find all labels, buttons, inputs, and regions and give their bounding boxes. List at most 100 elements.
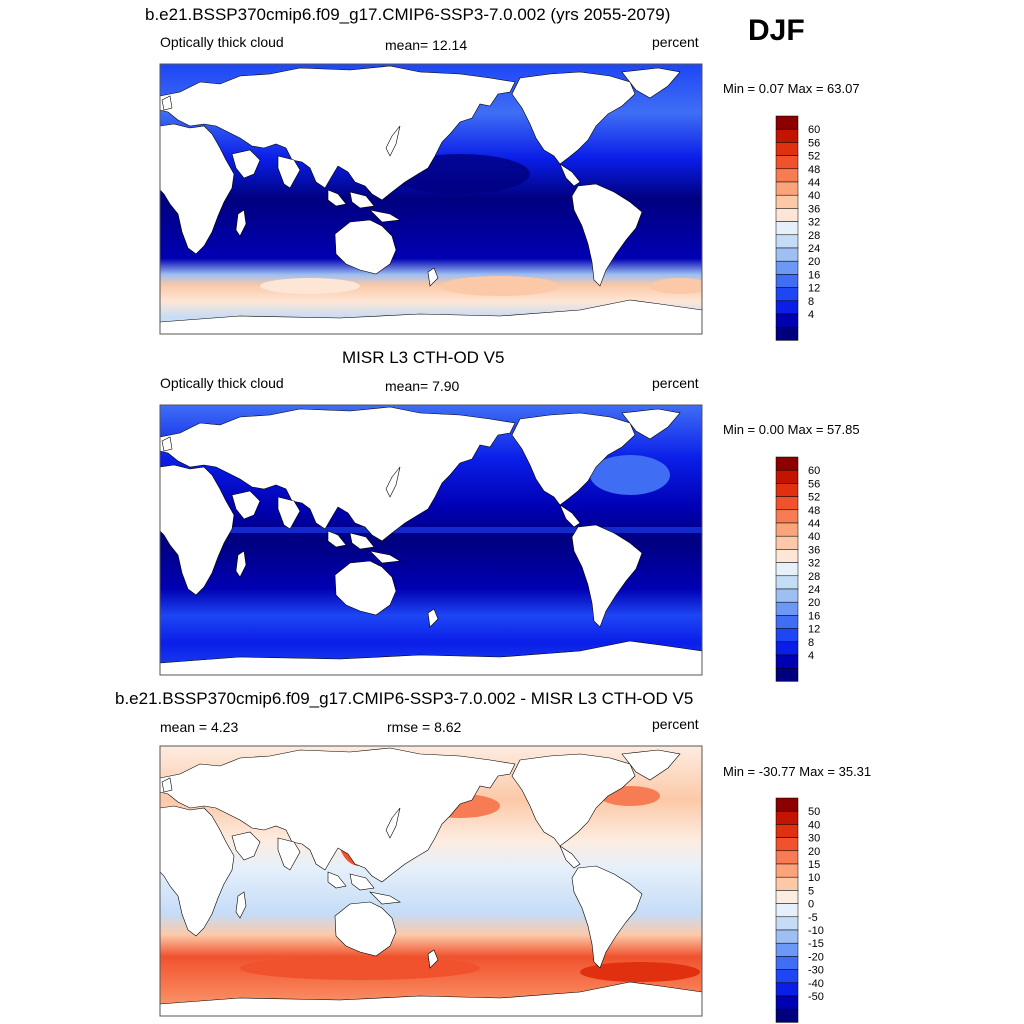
colorbar-swatch bbox=[775, 628, 799, 643]
panel-1-minmax: Min = 0.07 Max = 63.07 bbox=[723, 81, 860, 96]
colorbar-tick-label: 48 bbox=[808, 164, 820, 176]
colorbar-swatch bbox=[775, 588, 799, 603]
colorbar-tick-label: 20 bbox=[808, 597, 820, 609]
colorbar-tick-label: 40 bbox=[808, 819, 820, 831]
colorbar-swatch bbox=[775, 522, 799, 537]
panel-1-units-label: percent bbox=[652, 34, 699, 50]
colorbar-tick-label: 30 bbox=[808, 833, 820, 845]
colorbar-swatch bbox=[775, 469, 799, 484]
colorbar-tick-label: 24 bbox=[808, 243, 820, 255]
colorbar-swatch bbox=[775, 850, 799, 865]
season-label: DJF bbox=[748, 14, 805, 47]
colorbar-tick-label: 36 bbox=[808, 203, 820, 215]
panel-3-title: b.e21.BSSP370cmip6.f09_g17.CMIP6-SSP3-7.… bbox=[115, 689, 694, 708]
colorbar-tick-label: 44 bbox=[808, 518, 820, 530]
colorbar-swatch bbox=[775, 956, 799, 970]
panel-1-map bbox=[159, 63, 703, 335]
colorbar-swatch bbox=[775, 601, 799, 616]
colorbar-tick-label: 50 bbox=[808, 806, 820, 818]
colorbar-tick-label: -20 bbox=[808, 951, 824, 963]
colorbar-swatch bbox=[775, 982, 799, 997]
colorbar-swatch bbox=[775, 496, 799, 511]
colorbar-tick-label: 20 bbox=[808, 256, 820, 268]
colorbar-swatch bbox=[775, 181, 799, 196]
colorbar-tick-label: 52 bbox=[808, 492, 820, 504]
colorbar-swatch bbox=[775, 890, 799, 904]
colorbar-tick-label: 16 bbox=[808, 269, 820, 281]
colorbar-swatch bbox=[775, 287, 799, 302]
panel-2-units-label: percent bbox=[652, 375, 699, 391]
colorbar-tick-label: -30 bbox=[808, 965, 824, 977]
colorbar-tick-label: 56 bbox=[808, 478, 820, 490]
colorbar-tick-label: 40 bbox=[808, 190, 820, 202]
colorbar-swatch bbox=[775, 824, 799, 838]
colorbar-tick-label: 24 bbox=[808, 584, 820, 596]
colorbar-tick-label: 8 bbox=[808, 296, 814, 308]
colorbar-tick-label: -50 bbox=[808, 991, 824, 1003]
colorbar-swatch bbox=[775, 942, 799, 957]
colorbar-swatch bbox=[775, 995, 799, 1010]
panel-1-mean-label: mean= 12.14 bbox=[385, 37, 468, 53]
colorbar-swatch bbox=[775, 863, 799, 878]
colorbar-swatch bbox=[775, 615, 799, 629]
panel-1-variable-label: Optically thick cloud bbox=[160, 34, 284, 50]
colorbar-tick-label: 16 bbox=[808, 610, 820, 622]
colorbar-tick-label: -40 bbox=[808, 978, 824, 990]
panel-3-mean-label: mean = 4.23 bbox=[160, 719, 239, 735]
panel-2-mean-label: mean= 7.90 bbox=[385, 378, 460, 394]
colorbar-tick-label: 48 bbox=[808, 505, 820, 517]
colorbar-swatch bbox=[775, 1008, 799, 1023]
colorbar-tick-label: 0 bbox=[808, 899, 814, 911]
colorbar-swatch bbox=[775, 562, 799, 577]
colorbar-swatch bbox=[775, 221, 799, 236]
colorbar-swatch bbox=[775, 549, 799, 563]
colorbar-swatch bbox=[775, 641, 799, 656]
colorbar-swatch bbox=[775, 969, 799, 984]
colorbar-swatch bbox=[775, 313, 799, 328]
panel-3-map bbox=[159, 745, 703, 1017]
colorbar-tick-label: 20 bbox=[808, 846, 820, 858]
colorbar-swatch bbox=[775, 535, 799, 550]
colorbar-swatch bbox=[775, 876, 799, 891]
colorbar-tick-label: 60 bbox=[808, 124, 820, 136]
colorbar-swatch bbox=[775, 654, 799, 669]
colorbar-tick-label: 12 bbox=[808, 624, 820, 636]
colorbar-swatch bbox=[775, 916, 799, 931]
panel-3-minmax: Min = -30.77 Max = 35.31 bbox=[723, 764, 872, 779]
colorbar-swatch bbox=[775, 142, 799, 156]
colorbar-tick-label: 44 bbox=[808, 177, 820, 189]
colorbar-tick-label: 36 bbox=[808, 544, 820, 556]
colorbar-tick-label: 32 bbox=[808, 558, 820, 570]
colorbar-tick-label: -5 bbox=[808, 912, 818, 924]
panel-2-map bbox=[159, 404, 703, 676]
colorbar-tick-label: -15 bbox=[808, 938, 824, 950]
colorbar-swatch bbox=[775, 810, 799, 825]
colorbar-swatch bbox=[775, 837, 799, 852]
colorbar-swatch bbox=[775, 194, 799, 209]
panel-2-title: MISR L3 CTH-OD V5 bbox=[342, 348, 505, 367]
colorbar-swatch bbox=[775, 903, 799, 918]
colorbar-swatch bbox=[775, 483, 799, 497]
panel-2-variable-label: Optically thick cloud bbox=[160, 375, 284, 391]
colorbar-swatch bbox=[775, 929, 799, 944]
colorbar-swatch bbox=[775, 247, 799, 262]
panel-3-units-label: percent bbox=[652, 716, 699, 732]
colorbar-tick-label: 12 bbox=[808, 283, 820, 295]
colorbar-tick-label: 4 bbox=[808, 309, 814, 321]
colorbar-swatch bbox=[775, 509, 799, 524]
colorbar-swatch bbox=[775, 797, 799, 812]
colorbar-tick-label: 40 bbox=[808, 531, 820, 543]
colorbar-swatch bbox=[775, 326, 799, 341]
panel-3-rmse-label: rmse = 8.62 bbox=[387, 719, 462, 735]
colorbar-swatch bbox=[775, 168, 799, 183]
colorbar-swatch bbox=[775, 456, 799, 471]
colorbar-tick-label: 28 bbox=[808, 571, 820, 583]
colorbar-swatch bbox=[775, 234, 799, 249]
colorbar-tick-label: 8 bbox=[808, 637, 814, 649]
colorbar-swatch bbox=[775, 115, 799, 130]
colorbar-swatch bbox=[775, 260, 799, 275]
colorbar-tick-label: -10 bbox=[808, 925, 824, 937]
colorbar-tick-label: 10 bbox=[808, 872, 820, 884]
